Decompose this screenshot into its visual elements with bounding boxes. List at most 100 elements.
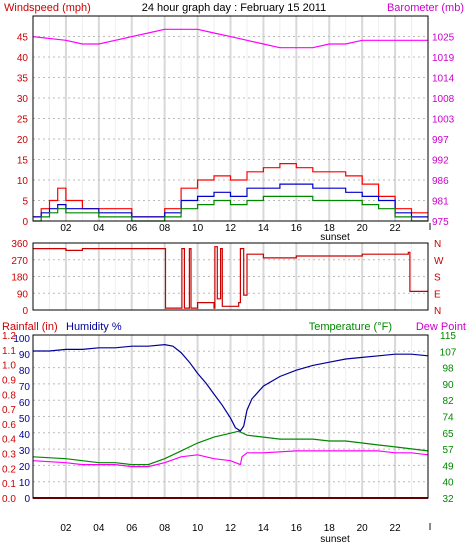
barometer-tick-label: 986 bbox=[432, 176, 449, 187]
direction-degree-ticks: 0 90 180 270 360 bbox=[11, 239, 28, 317]
rainfall-axis-label: Rainfall (in) bbox=[2, 321, 58, 333]
rainfall-tick-label: 0.6 bbox=[2, 420, 16, 431]
direction-degree-tick-label: 90 bbox=[17, 289, 29, 300]
rainfall-tick-label: 1.1 bbox=[2, 346, 16, 357]
x-tick-label: 18 bbox=[324, 523, 336, 534]
windspeed-tick-label: 45 bbox=[17, 33, 29, 44]
dew-point-axis-label: Dew Point bbox=[416, 321, 466, 333]
x-tick-label: 20 bbox=[357, 223, 369, 234]
x-tick-label: 02 bbox=[60, 223, 72, 234]
barometer-ticks: 975 981 986 992 997 1003 1008 1014 1019 1025 bbox=[432, 33, 455, 229]
direction-degree-tick-label: 270 bbox=[11, 256, 28, 267]
windspeed-tick-label: 15 bbox=[17, 156, 29, 167]
x-tick-label: 12 bbox=[225, 223, 237, 234]
temp-panel-x-ticks: 02 04 06 08 10 12 14 16 18 20 22 bbox=[60, 523, 401, 534]
x-tick-label: 08 bbox=[159, 523, 171, 534]
humidity-tick-label: 0 bbox=[24, 494, 30, 505]
temperature-tick-label: 32 bbox=[442, 494, 454, 505]
temperature-ticks: 32 40 49 57 65 74 82 90 98 107 115 bbox=[440, 331, 457, 505]
rainfall-tick-label: 0.3 bbox=[2, 450, 16, 461]
humidity-tick-label: 50 bbox=[19, 414, 31, 425]
x-tick-label: 12 bbox=[225, 523, 237, 534]
windspeed-tick-label: 10 bbox=[17, 176, 29, 187]
barometer-tick-label: 992 bbox=[432, 156, 449, 167]
x-tick-label: 22 bbox=[390, 223, 402, 234]
rainfall-ticks: 0.0 0.1 0.2 0.3 0.4 0.6 0.7 0.8 0.9 1.0 1.1 1.2 bbox=[2, 331, 16, 505]
direction-compass-tick-label: N bbox=[434, 239, 441, 250]
humidity-tick-label: 20 bbox=[19, 462, 31, 473]
barometer-tick-label: 1003 bbox=[432, 115, 455, 126]
windspeed-tick-label: 35 bbox=[17, 74, 29, 85]
rainfall-tick-label: 0.2 bbox=[2, 464, 16, 475]
dew-point-series bbox=[32, 450, 429, 468]
barometer-tick-label: 975 bbox=[432, 217, 449, 228]
temperature-tick-label: 98 bbox=[442, 364, 454, 375]
temperature-tick-label: 49 bbox=[442, 461, 454, 472]
chart-title: 24 hour graph day : February 15 2011 bbox=[142, 2, 326, 14]
windspeed-tick-label: 25 bbox=[17, 115, 29, 126]
windspeed-tick-label: 40 bbox=[17, 53, 29, 64]
humidity-tick-label: 30 bbox=[19, 446, 31, 457]
barometer-axis-label: Barometer (mb) bbox=[387, 2, 464, 14]
temperature-tick-label: 82 bbox=[442, 396, 454, 407]
humidity-tick-label: 100 bbox=[13, 334, 30, 345]
rainfall-tick-label: 0.9 bbox=[2, 375, 16, 386]
humidity-tick-label: 10 bbox=[19, 478, 31, 489]
wind-panel-grid bbox=[33, 16, 428, 221]
windspeed-tick-label: 30 bbox=[17, 94, 29, 105]
average-series bbox=[33, 183, 428, 218]
temperature-tick-label: 90 bbox=[442, 380, 454, 391]
barometer-series bbox=[32, 28, 428, 49]
rainfall-tick-label: 1.2 bbox=[2, 331, 16, 342]
humidity-series bbox=[33, 343, 429, 432]
x-tick-label: 10 bbox=[192, 523, 204, 534]
barometer-tick-label: 1025 bbox=[432, 33, 455, 44]
direction-series bbox=[33, 246, 428, 309]
windspeed-ticks: 0 5 10 15 20 25 30 35 40 45 bbox=[17, 33, 29, 229]
humidity-ticks: 0 10 20 30 40 50 60 70 80 90 100 bbox=[13, 334, 30, 505]
barometer-tick-label: 1019 bbox=[432, 53, 455, 64]
x-tick-label: 06 bbox=[126, 223, 138, 234]
humidity-axis-label: Humidity % bbox=[66, 321, 122, 333]
temperature-axis-label: Temperature (°F) bbox=[309, 321, 392, 333]
rainfall-tick-label: 1.0 bbox=[2, 361, 16, 372]
windspeed-tick-label: 0 bbox=[22, 217, 28, 228]
direction-compass-tick-label: N bbox=[434, 306, 441, 317]
rainfall-tick-label: 0.8 bbox=[2, 390, 16, 401]
direction-panel-grid bbox=[33, 243, 428, 310]
temperature-tick-label: 115 bbox=[440, 331, 456, 342]
direction-compass-tick-label: W bbox=[434, 256, 444, 267]
humidity-tick-label: 40 bbox=[19, 430, 31, 441]
x-tick-label: 16 bbox=[291, 223, 303, 234]
rainfall-tick-label: 0.4 bbox=[2, 435, 16, 446]
windspeed-tick-label: 5 bbox=[22, 197, 28, 208]
x-tick-label: 22 bbox=[390, 523, 402, 534]
x-tick-label: 16 bbox=[291, 523, 303, 534]
direction-compass-tick-label: S bbox=[434, 273, 441, 284]
x-end-label-bottom: I bbox=[429, 522, 432, 533]
wind-panel-x-ticks: 02 04 06 08 10 12 14 16 18 20 22 bbox=[60, 223, 401, 234]
x-tick-label: 20 bbox=[357, 523, 369, 534]
barometer-tick-label: 997 bbox=[432, 135, 449, 146]
gust-series bbox=[33, 163, 428, 218]
x-tick-label: 14 bbox=[258, 523, 270, 534]
sunset-label-top: sunset bbox=[320, 232, 350, 243]
windspeed-axis-label: Windspeed (mph) bbox=[4, 2, 91, 14]
x-tick-label: 18 bbox=[324, 223, 336, 234]
rainfall-tick-label: 0.1 bbox=[2, 479, 16, 490]
temperature-tick-label: 40 bbox=[442, 478, 454, 489]
direction-degree-tick-label: 0 bbox=[22, 306, 28, 317]
barometer-tick-label: 1008 bbox=[432, 94, 455, 105]
humidity-tick-label: 60 bbox=[19, 398, 31, 409]
humidity-tick-label: 90 bbox=[19, 350, 31, 361]
direction-degree-tick-label: 360 bbox=[11, 239, 28, 250]
x-end-label-top: I bbox=[429, 222, 432, 233]
direction-degree-tick-label: 180 bbox=[11, 273, 28, 284]
temperature-series bbox=[32, 430, 429, 466]
direction-panel-series bbox=[33, 246, 428, 309]
humidity-tick-label: 70 bbox=[19, 382, 31, 393]
wind-panel-frame bbox=[32, 15, 429, 222]
temperature-tick-label: 107 bbox=[440, 347, 457, 358]
